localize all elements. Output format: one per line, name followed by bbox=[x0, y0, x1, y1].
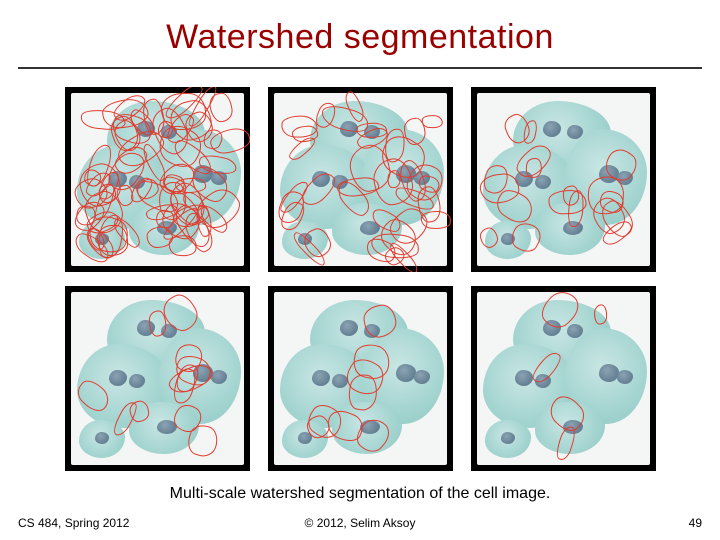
slide: Watershed segmentation Multi-scale water… bbox=[0, 0, 720, 540]
watershed-contour bbox=[208, 92, 235, 125]
nucleus-blob bbox=[95, 432, 109, 444]
panel-3 bbox=[471, 87, 656, 272]
nucleus-blob bbox=[396, 364, 416, 382]
panel-1 bbox=[65, 87, 250, 272]
nucleus-blob bbox=[567, 324, 583, 338]
cell-image bbox=[477, 93, 650, 266]
page-title: Watershed segmentation bbox=[0, 0, 720, 57]
cell-image bbox=[71, 93, 244, 266]
panel-grid bbox=[0, 87, 720, 471]
nucleus-blob bbox=[617, 370, 633, 384]
nucleus-blob bbox=[332, 374, 348, 388]
panel-5 bbox=[268, 286, 453, 471]
nucleus-blob bbox=[312, 370, 330, 386]
panel-6 bbox=[471, 286, 656, 471]
nucleus-blob bbox=[567, 125, 583, 139]
panel-2 bbox=[268, 87, 453, 272]
watershed-contour bbox=[422, 115, 443, 129]
nucleus-blob bbox=[129, 374, 145, 388]
cell-image bbox=[274, 292, 447, 465]
title-underline bbox=[18, 67, 702, 69]
slide-footer: CS 484, Spring 2012 © 2012, Selim Aksoy … bbox=[0, 516, 720, 530]
nucleus-blob bbox=[515, 370, 533, 386]
cell-image bbox=[71, 292, 244, 465]
figure-caption: Multi-scale watershed segmentation of th… bbox=[0, 485, 720, 503]
watershed-contour bbox=[168, 234, 198, 258]
nucleus-blob bbox=[501, 432, 515, 444]
nucleus-blob bbox=[414, 370, 430, 384]
nucleus-blob bbox=[599, 364, 619, 382]
panel-4 bbox=[65, 286, 250, 471]
watershed-contour bbox=[594, 304, 607, 324]
footer-center: © 2012, Selim Aksoy bbox=[0, 516, 720, 530]
nucleus-blob bbox=[211, 370, 227, 384]
nucleus-blob bbox=[109, 370, 127, 386]
nucleus-blob bbox=[543, 121, 561, 137]
nucleus-blob bbox=[340, 320, 358, 336]
cell-image bbox=[274, 93, 447, 266]
cell-image bbox=[477, 292, 650, 465]
